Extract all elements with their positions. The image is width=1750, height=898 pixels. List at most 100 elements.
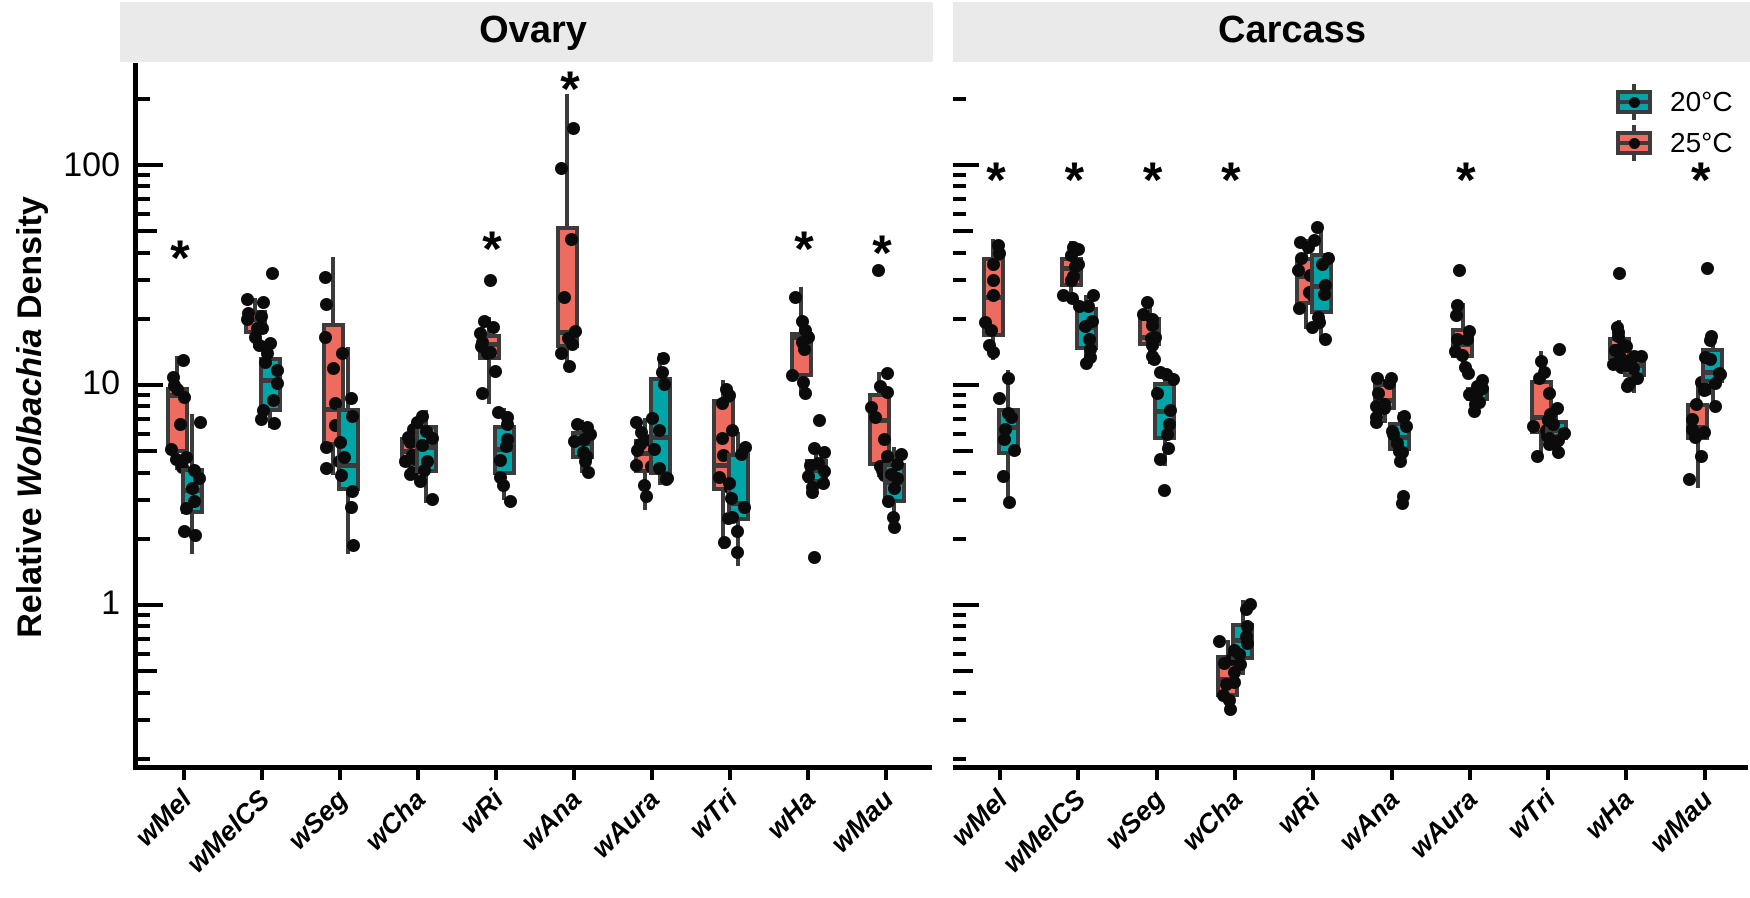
data-point-25C-wAura: [630, 416, 644, 429]
y-minor-tick-3: [137, 498, 150, 503]
outlier-point-20C-wMelCS: [266, 267, 280, 281]
data-point-20C-wRi: [1311, 220, 1325, 234]
data-point-20C-wMel: [189, 529, 203, 543]
data-point-25C-wMelCS: [240, 292, 254, 306]
data-point-25C-wMau: [1683, 472, 1697, 486]
data-point-20C-wMau: [888, 520, 902, 534]
data-point-25C-wAna: [1385, 371, 1399, 385]
data-point-20C-wMau: [882, 494, 896, 508]
data-point-20C-wMelCS: [260, 347, 274, 361]
data-point-20C-wTri: [1550, 401, 1564, 415]
x-tick-wAna: [572, 767, 576, 780]
data-point-25C-wMelCS: [1056, 288, 1070, 302]
data-point-25C-wMau: [873, 379, 887, 393]
data-point-20C-wAna: [1397, 409, 1411, 423]
data-point-25C-wMau: [880, 366, 894, 380]
data-point-20C-wHa: [1635, 350, 1649, 364]
data-point-25C-wTri: [1531, 449, 1545, 463]
y-minor-tick-5: [953, 449, 973, 454]
data-point-25C-wSeg: [318, 331, 332, 345]
x-tick-wAna: [1389, 767, 1394, 780]
legend-glyph-point: [1628, 137, 1640, 149]
data-point-25C-wTri: [717, 536, 731, 550]
data-point-25C-wHa: [789, 290, 803, 304]
data-point-25C-wHa: [798, 387, 812, 401]
legend-label-20c: 20°C: [1670, 86, 1733, 117]
data-point-20C-wAna: [581, 421, 595, 434]
data-point-20C-wSeg: [1164, 403, 1178, 417]
data-point-20C-wHa: [801, 470, 815, 484]
data-point-20C-wSeg: [1151, 386, 1165, 400]
data-point-20C-wMau: [1704, 330, 1718, 344]
y-minor-tick-9: [137, 393, 150, 398]
median-25C-wAura: [633, 450, 657, 456]
data-point-20C-wSeg: [345, 392, 359, 406]
data-point-20C-wMelCS: [1083, 343, 1097, 357]
outlier-point-20C-wHa: [813, 413, 827, 427]
data-point-20C-wCha: [420, 455, 434, 469]
data-point-20C-wMau: [1714, 367, 1728, 381]
data-point-20C-wMau: [1709, 400, 1723, 414]
data-point-25C-wMelCS: [256, 296, 270, 310]
data-point-20C-wCha: [1244, 598, 1258, 612]
x-axis-line-carcass: [953, 765, 1748, 770]
data-point-25C-wTri: [720, 382, 734, 396]
y-minor-tick-70: [953, 197, 966, 202]
data-point-25C-wMelCS: [1071, 258, 1085, 272]
data-point-25C-wSeg: [1145, 331, 1159, 345]
data-point-25C-wMau: [1686, 423, 1700, 437]
data-point-20C-wSeg: [1162, 417, 1176, 431]
data-point-20C-wAura: [1476, 374, 1490, 388]
y-axis-title-suffix: Density: [11, 196, 49, 329]
data-point-20C-wRi: [493, 454, 507, 468]
data-point-20C-wTri: [738, 440, 752, 454]
data-point-25C-wHa: [1619, 340, 1633, 354]
significance-asterisk-wAna: *: [560, 60, 580, 117]
data-point-20C-wRi: [493, 470, 507, 484]
data-point-20C-wAna: [568, 434, 582, 448]
data-point-20C-wTri: [1557, 426, 1571, 440]
x-tick-wRi: [1311, 767, 1316, 780]
y-major-tick-1: [137, 603, 163, 607]
data-point-20C-wTri: [726, 511, 740, 525]
data-point-20C-wTri: [726, 424, 740, 438]
significance-asterisk-wMau: *: [1690, 151, 1711, 208]
data-point-25C-wAna: [555, 162, 569, 176]
significance-asterisk-wMelCS: *: [1064, 151, 1085, 208]
significance-asterisk-wMel: *: [986, 151, 1006, 208]
data-point-25C-wTri: [1538, 366, 1552, 380]
median-20C-wAna: [1388, 434, 1411, 440]
data-point-20C-wRi: [503, 494, 517, 508]
y-minor-tick-60: [953, 211, 966, 216]
data-point-20C-wRi: [1319, 279, 1333, 293]
x-tick-wSeg: [338, 767, 342, 780]
y-minor-tick-0.7000000000000001: [137, 637, 150, 642]
data-point-25C-wAura: [638, 478, 652, 492]
data-point-25C-wRi: [474, 326, 488, 340]
data-point-25C-wMel: [173, 418, 187, 432]
data-point-25C-wRi: [476, 387, 490, 401]
significance-asterisk-wAura: *: [1456, 151, 1476, 208]
data-point-25C-wMel: [982, 339, 996, 353]
data-point-20C-wMel: [177, 524, 191, 538]
x-tick-wMelCS: [1076, 767, 1081, 780]
y-major-tick-10: [137, 383, 163, 387]
data-point-20C-wMelCS: [1086, 289, 1100, 303]
data-point-20C-wAna: [1399, 420, 1413, 434]
data-point-20C-wSeg: [1160, 427, 1174, 441]
data-point-25C-wCha: [1217, 688, 1231, 702]
data-point-20C-wAura: [648, 442, 662, 456]
y-minor-tick-20: [137, 316, 150, 321]
y-minor-tick-8: [953, 404, 966, 409]
data-point-25C-wMau: [869, 411, 883, 425]
outlier-point-20C-wSeg: [1157, 484, 1171, 498]
median-20C-wHa: [804, 467, 828, 473]
y-minor-tick-40: [953, 250, 966, 255]
data-point-25C-wAna: [1369, 410, 1383, 424]
outlier-point-20C-wMau: [1701, 261, 1715, 275]
median-20C-wSeg: [336, 463, 360, 469]
data-point-25C-wMau: [878, 432, 892, 446]
data-point-20C-wCha: [415, 409, 429, 423]
data-point-20C-wMelCS: [268, 416, 282, 430]
